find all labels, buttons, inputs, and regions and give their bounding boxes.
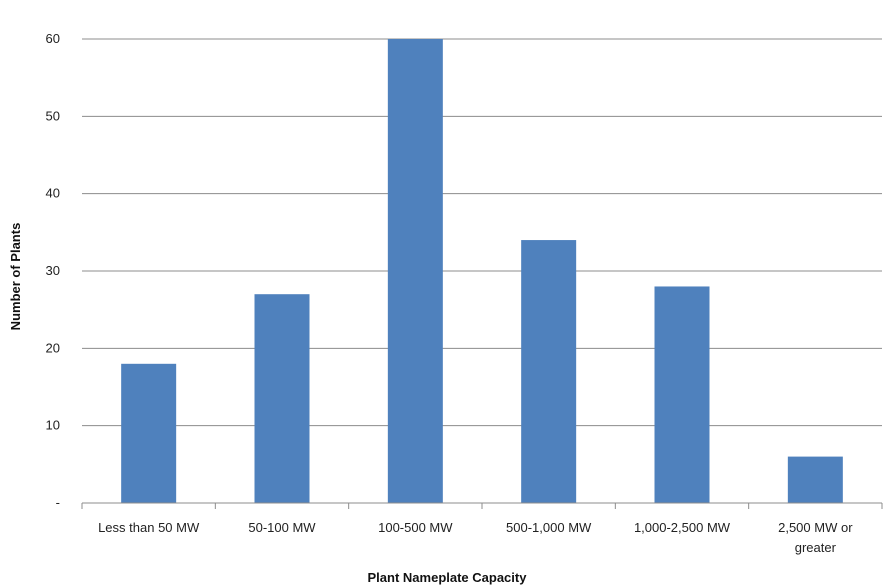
y-tick-label: 10: [46, 418, 60, 433]
x-tick-label: 500-1,000 MW: [506, 520, 592, 535]
bar: [387, 39, 443, 503]
y-tick-label: -: [56, 495, 60, 510]
x-tick-label: Less than 50 MW: [98, 520, 200, 535]
y-tick-label: 20: [46, 340, 60, 355]
y-axis-ticks: - 10 20 30 40 50 60: [46, 31, 60, 510]
x-tick-label: 50-100 MW: [248, 520, 316, 535]
y-tick-label: 50: [46, 108, 60, 123]
bar: [787, 456, 843, 503]
x-axis-title: Plant Nameplate Capacity: [368, 570, 528, 585]
bar: [521, 240, 577, 504]
bar: [254, 294, 310, 503]
x-axis-ticks: Less than 50 MW 50-100 MW 100-500 MW 500-1,…: [81, 503, 883, 555]
gridlines: [82, 38, 882, 427]
x-tick-label: 2,500 MW or greater: [778, 520, 853, 555]
bar: [121, 363, 177, 503]
bar: [654, 286, 710, 503]
y-tick-label: 60: [46, 31, 60, 46]
x-tick-label: 1,000-2,500 MW: [634, 520, 731, 535]
y-tick-label: 30: [46, 263, 60, 278]
x-tick-label: 100-500 MW: [378, 520, 453, 535]
y-axis-title: Number of Plants: [8, 223, 23, 331]
y-tick-label: 40: [46, 186, 60, 201]
bars: [121, 39, 843, 504]
